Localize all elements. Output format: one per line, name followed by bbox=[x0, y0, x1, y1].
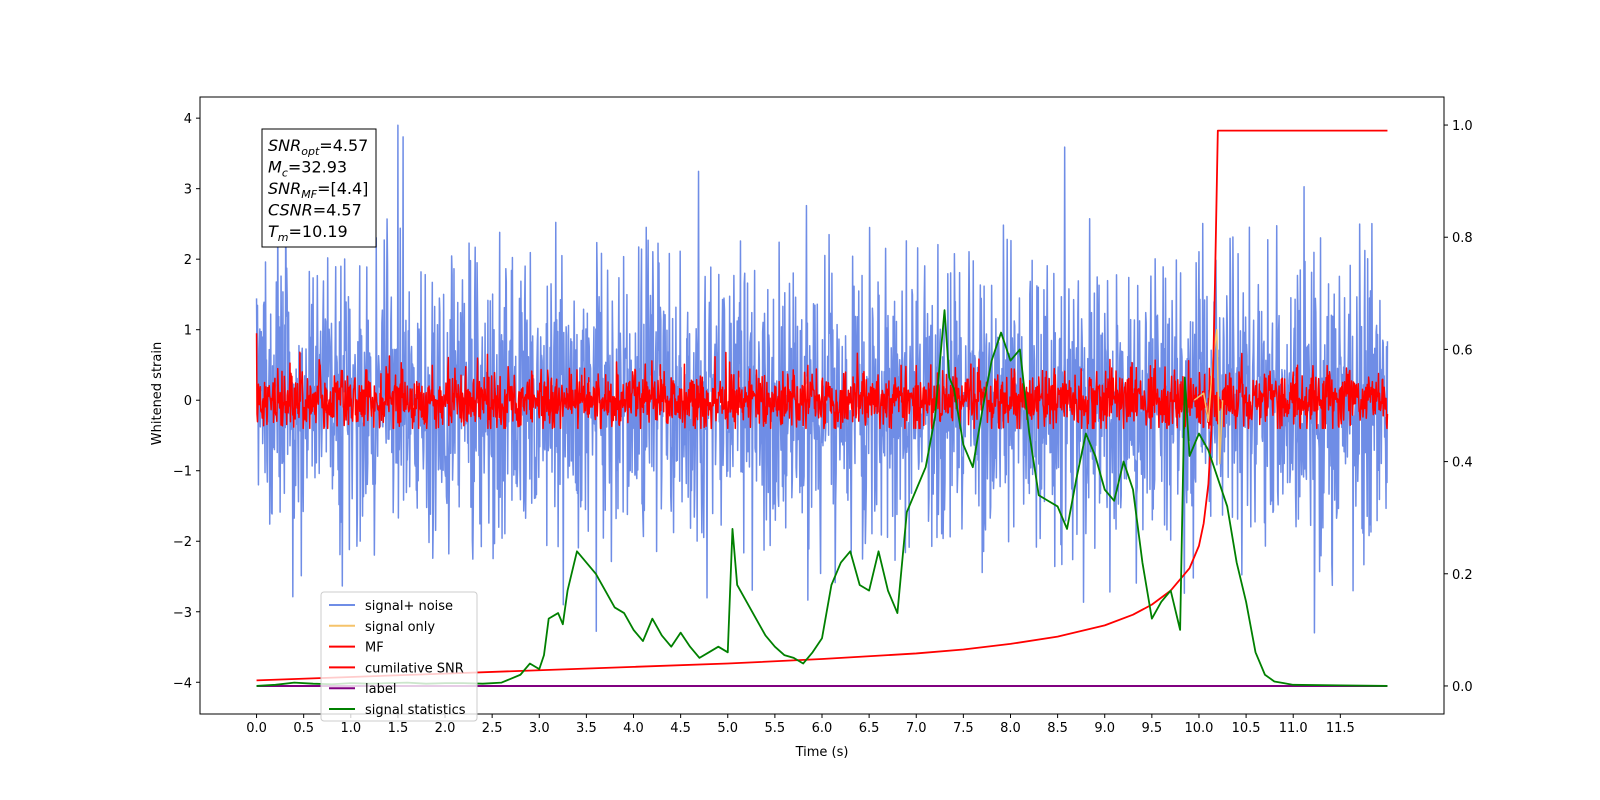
x-tick-label: 0.0 bbox=[246, 721, 267, 736]
legend: signal+ noise signal only MF cumilative SNR… bbox=[320, 591, 478, 722]
x-tick-label: 6.0 bbox=[812, 721, 833, 736]
y-left-tick-label: 1 bbox=[184, 324, 192, 339]
x-tick-label: 8.5 bbox=[1047, 721, 1068, 736]
y-left-tick-label: −3 bbox=[173, 606, 192, 621]
series-signal-statistics bbox=[256, 309, 1388, 687]
x-tick-label: 9.5 bbox=[1142, 721, 1163, 736]
y-right-tick-label: 0.6 bbox=[1452, 343, 1473, 358]
snr-textbox-line: Mc=32.93 bbox=[268, 158, 347, 180]
legend-frame bbox=[320, 591, 478, 722]
y-right-tick-label: 0.0 bbox=[1452, 680, 1473, 695]
snr-textbox-line: SNRMF=[4.4] bbox=[268, 179, 368, 201]
series-cumulative-snr bbox=[256, 129, 1388, 682]
y-left-tick-label: −4 bbox=[173, 676, 192, 691]
y-left-tick-label: 3 bbox=[184, 183, 192, 198]
y-left-tick-label: −2 bbox=[173, 535, 192, 550]
snr-textbox-frame bbox=[261, 128, 377, 248]
y-left-tick-label: 2 bbox=[184, 253, 192, 268]
x-tick-label: 8.0 bbox=[1000, 721, 1021, 736]
series-mf bbox=[255, 333, 1389, 430]
x-tick-label: 7.0 bbox=[906, 721, 927, 736]
x-tick-label: 1.0 bbox=[340, 721, 361, 736]
y-left-tick-label: 4 bbox=[184, 112, 192, 127]
y-right-tick-label: 1.0 bbox=[1452, 119, 1473, 134]
legend-label: signal only bbox=[365, 620, 435, 635]
snr-textbox-line: CSNR=4.57 bbox=[268, 201, 362, 220]
x-tick-label: 7.5 bbox=[953, 721, 974, 736]
snr-textbox-line: Tm=10.19 bbox=[268, 222, 348, 244]
x-axis-label: Time (s) bbox=[795, 745, 849, 760]
x-tick-label: 10.0 bbox=[1184, 721, 1213, 736]
y-left-tick-label: 0 bbox=[184, 394, 192, 409]
x-tick-label: 6.5 bbox=[859, 721, 880, 736]
x-tick-label: 5.5 bbox=[765, 721, 786, 736]
legend-label: label bbox=[365, 682, 396, 697]
x-tick-label: 5.0 bbox=[717, 721, 738, 736]
y-right-tick-label: 0.2 bbox=[1452, 568, 1473, 583]
x-tick-label: 2.5 bbox=[482, 721, 503, 736]
legend-label: cumilative SNR bbox=[365, 661, 464, 676]
legend-label: signal statistics bbox=[365, 703, 466, 718]
x-tick-label: 4.5 bbox=[670, 721, 691, 736]
series-signal-noise bbox=[255, 124, 1389, 634]
axes: 0.0 0.5 1.0 1.5 2.0 2.5 3.0 3.5 4.0 4.5 5.0 5.5 6.0 6… bbox=[150, 96, 1473, 760]
x-tick-label: 10.5 bbox=[1232, 721, 1261, 736]
y-left-tick-label: −1 bbox=[173, 465, 192, 480]
x-tick-label: 9.0 bbox=[1094, 721, 1115, 736]
legend-label: MF bbox=[365, 641, 384, 656]
y-right-tick-label: 0.8 bbox=[1452, 231, 1473, 246]
x-tick-label: 4.0 bbox=[623, 721, 644, 736]
x-tick-label: 3.0 bbox=[529, 721, 550, 736]
snr-textbox-line: SNRopt=4.57 bbox=[268, 136, 368, 158]
x-tick-label: 2.0 bbox=[435, 721, 456, 736]
x-tick-label: 0.5 bbox=[293, 721, 314, 736]
y-axis-label: Whitened strain bbox=[150, 342, 165, 445]
x-tick-label: 1.5 bbox=[388, 721, 409, 736]
y-right-tick-label: 0.4 bbox=[1452, 456, 1473, 471]
x-tick-label: 11.5 bbox=[1326, 721, 1355, 736]
legend-label: signal+ noise bbox=[365, 599, 453, 614]
x-tick-label: 11.0 bbox=[1279, 721, 1308, 736]
x-tick-label: 3.5 bbox=[576, 721, 597, 736]
